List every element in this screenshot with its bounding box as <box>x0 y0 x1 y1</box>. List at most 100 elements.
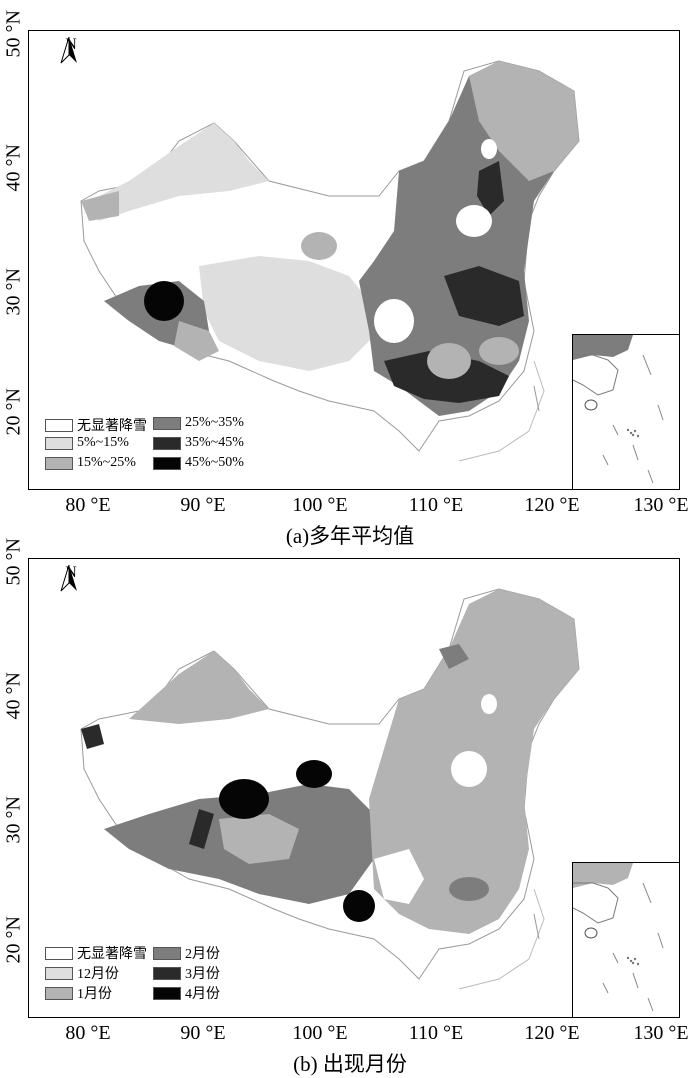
legend-item: 4月份 <box>153 983 220 1003</box>
legend-item: 45%~50% <box>153 455 244 471</box>
legend-item: 25%~35% <box>153 415 244 431</box>
region-light <box>89 123 269 221</box>
lon-label: 110 °E <box>408 1022 464 1044</box>
coastline <box>458 888 545 990</box>
legend-item: 5%~15% <box>45 435 129 451</box>
lon-label: 90 °E <box>180 1022 226 1044</box>
taiwan-outline <box>533 385 540 412</box>
legend-label: 35%~45% <box>185 435 244 450</box>
lon-label: 80 °E <box>65 494 111 516</box>
north-arrow-icon <box>60 37 77 64</box>
map-panel-a: 50 °N 40 °N 30 °N 20 °N <box>2 10 689 548</box>
lat-label: 30 °N <box>2 268 25 316</box>
legend-item: 12月份 <box>45 963 119 983</box>
map-frame: N 无显著降雪 5%~15% 15%~25% 25%~35% <box>28 30 680 490</box>
figure-caption: (b) 出现月份 <box>293 1052 407 1076</box>
legend-item: 1月份 <box>45 983 112 1003</box>
legend-label: 2月份 <box>185 947 220 962</box>
region-black <box>81 724 104 749</box>
legend-item: 15%~25% <box>45 455 136 471</box>
legend-swatch <box>153 986 181 1000</box>
region-none <box>481 139 497 159</box>
lon-label: 120 °E <box>524 1022 580 1044</box>
lon-label: 100 °E <box>292 1022 348 1044</box>
legend-label: 1月份 <box>77 987 112 1002</box>
region-dark-gray <box>449 877 489 901</box>
inset-map <box>573 335 664 484</box>
legend-swatch <box>45 966 73 980</box>
region-mid <box>301 232 337 260</box>
region-black <box>444 266 524 326</box>
lat-label: 50 °N <box>2 10 25 58</box>
legend-label: 无显著降雪 <box>77 947 147 962</box>
figure-caption: (a)多年平均值 <box>285 524 415 548</box>
legend-label: 15%~25% <box>77 455 136 470</box>
lon-label: 130 °E <box>633 1022 689 1044</box>
north-arrow: N <box>59 565 83 592</box>
legend-swatch <box>45 946 73 960</box>
region-none <box>451 751 487 787</box>
coastline <box>458 360 545 462</box>
legend-item: 2月份 <box>153 943 220 963</box>
lat-label: 40 °N <box>2 144 25 192</box>
legend-swatch <box>45 418 73 432</box>
legend-item: 3月份 <box>153 963 220 983</box>
region-black <box>144 281 184 321</box>
legend-item: 无显著降雪 <box>45 943 147 963</box>
china-map-a <box>80 60 580 462</box>
region-light <box>199 256 374 371</box>
legend-swatch <box>153 946 181 960</box>
legend-swatch <box>45 986 73 1000</box>
region-none <box>374 299 414 343</box>
legend-swatch <box>153 436 181 450</box>
region-black <box>296 760 332 788</box>
legend-label: 无显著降雪 <box>77 419 147 434</box>
lon-label: 130 °E <box>633 494 689 516</box>
legend-swatch <box>153 966 181 980</box>
lat-label: 20 °N <box>2 916 25 964</box>
legend-label: 25%~35% <box>185 415 244 430</box>
legend-label: 45%~50% <box>185 455 244 470</box>
region-mid <box>469 61 579 181</box>
region-black <box>189 809 214 849</box>
lat-label: 40 °N <box>2 672 25 720</box>
legend-label: 3月份 <box>185 967 220 982</box>
legend-swatch <box>153 456 181 470</box>
inset-map <box>573 863 664 1012</box>
china-map-b <box>80 588 580 990</box>
lat-label: 50 °N <box>2 538 25 586</box>
region-dark-gray <box>439 644 469 669</box>
north-arrow: N <box>59 37 83 64</box>
region-black <box>343 890 375 922</box>
region-none <box>456 205 492 237</box>
lon-label: 120 °E <box>524 494 580 516</box>
south-china-sea-inset <box>572 334 679 489</box>
region-none <box>374 849 424 904</box>
north-arrow-icon <box>60 565 77 592</box>
taiwan-outline <box>533 913 540 940</box>
lat-label: 30 °N <box>2 796 25 844</box>
lat-label: 20 °N <box>2 388 25 436</box>
region-mid <box>129 651 269 724</box>
region-mid <box>219 814 299 864</box>
region-black <box>219 779 269 819</box>
region-mid <box>427 343 471 379</box>
lon-label: 80 °E <box>65 1022 111 1044</box>
legend-label: 5%~15% <box>77 435 129 450</box>
map-panel-b: 50 °N 40 °N 30 °N 20 °N <box>0 528 700 1076</box>
legend-item: 无显著降雪 <box>45 415 147 435</box>
lon-label: 100 °E <box>292 494 348 516</box>
legend-swatch <box>45 456 73 470</box>
south-china-sea-inset <box>572 862 679 1017</box>
legend-label: 4月份 <box>185 987 220 1002</box>
region-mid <box>81 191 119 221</box>
region-none <box>481 694 497 714</box>
region-black <box>477 161 504 216</box>
legend-item: 35%~45% <box>153 435 244 451</box>
legend-swatch <box>153 416 181 430</box>
legend-label: 12月份 <box>77 967 119 982</box>
lon-label: 110 °E <box>408 494 464 516</box>
region-mid <box>174 321 219 361</box>
legend-swatch <box>45 436 73 450</box>
region-mid <box>479 337 519 365</box>
